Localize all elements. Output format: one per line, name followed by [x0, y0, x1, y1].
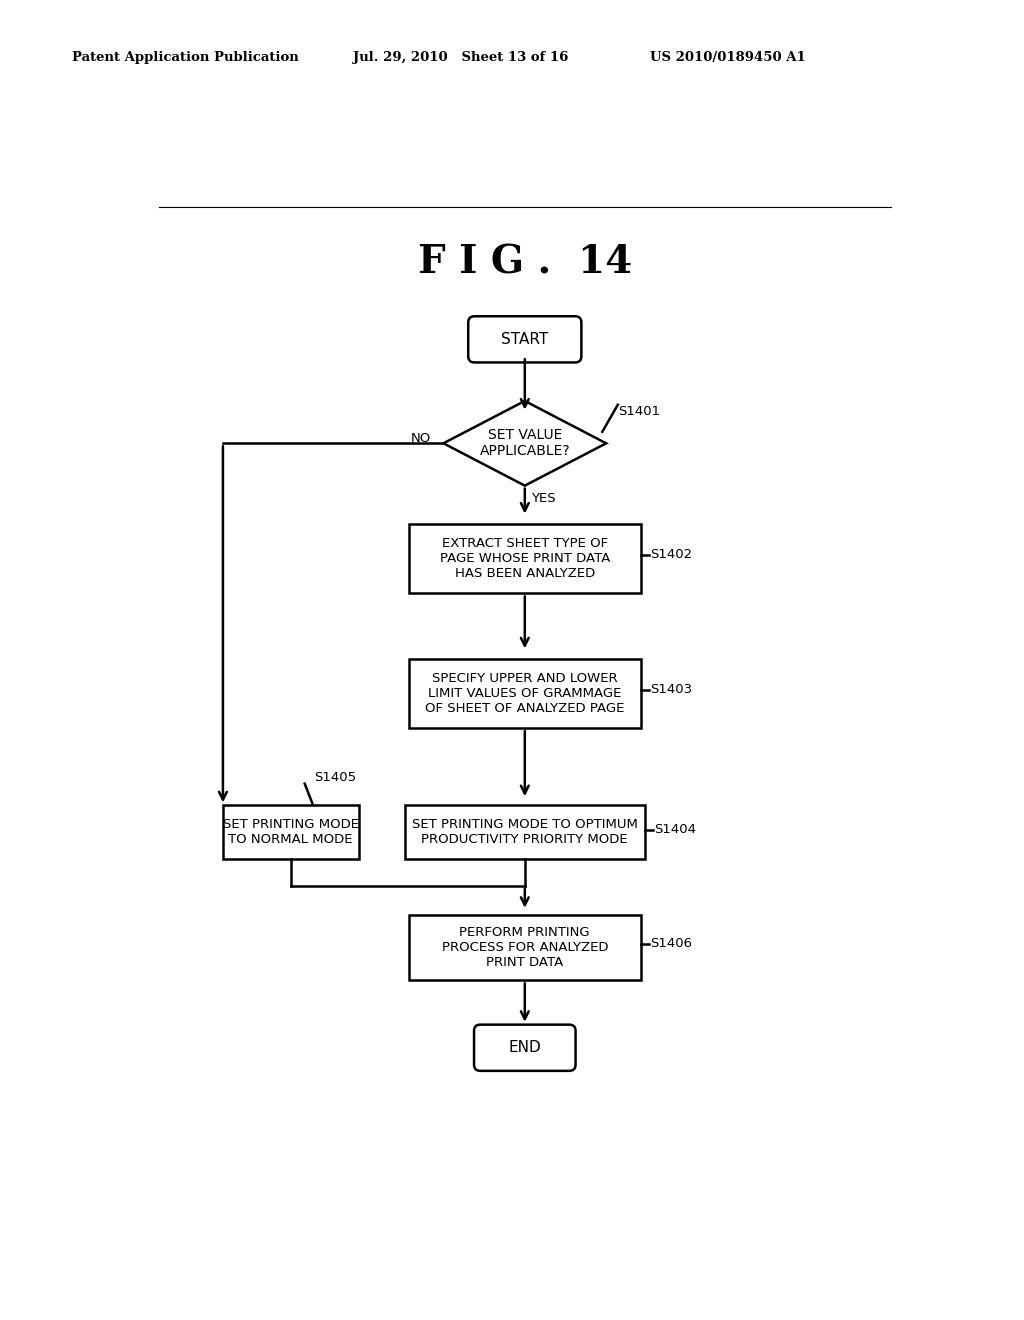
Text: NO: NO	[411, 432, 431, 445]
Text: SET PRINTING MODE TO OPTIMUM
PRODUCTIVITY PRIORITY MODE: SET PRINTING MODE TO OPTIMUM PRODUCTIVIT…	[412, 818, 638, 846]
Text: SPECIFY UPPER AND LOWER
LIMIT VALUES OF GRAMMAGE
OF SHEET OF ANALYZED PAGE: SPECIFY UPPER AND LOWER LIMIT VALUES OF …	[425, 672, 625, 715]
Text: S1404: S1404	[654, 824, 696, 837]
Text: SET VALUE
APPLICABLE?: SET VALUE APPLICABLE?	[479, 428, 570, 458]
Text: F I G .  14: F I G . 14	[418, 243, 632, 281]
Text: Jul. 29, 2010   Sheet 13 of 16: Jul. 29, 2010 Sheet 13 of 16	[353, 50, 568, 63]
Text: S1402: S1402	[650, 548, 692, 561]
Bar	[404, 805, 645, 859]
Text: S1405: S1405	[314, 771, 356, 784]
Text: SET PRINTING MODE
TO NORMAL MODE: SET PRINTING MODE TO NORMAL MODE	[223, 818, 358, 846]
FancyBboxPatch shape	[468, 317, 582, 363]
Text: US 2010/0189450 A1: US 2010/0189450 A1	[650, 50, 806, 63]
Bar	[409, 524, 641, 594]
Text: YES: YES	[531, 492, 556, 504]
Bar	[409, 915, 641, 981]
Text: Patent Application Publication: Patent Application Publication	[72, 50, 298, 63]
Bar	[409, 659, 641, 729]
Polygon shape	[443, 401, 606, 486]
Text: PERFORM PRINTING
PROCESS FOR ANALYZED
PRINT DATA: PERFORM PRINTING PROCESS FOR ANALYZED PR…	[441, 927, 608, 969]
Text: END: END	[509, 1040, 541, 1055]
Text: S1401: S1401	[617, 405, 659, 418]
Text: START: START	[501, 331, 549, 347]
Text: S1406: S1406	[650, 937, 692, 950]
Text: S1403: S1403	[650, 684, 692, 696]
Text: EXTRACT SHEET TYPE OF
PAGE WHOSE PRINT DATA
HAS BEEN ANALYZED: EXTRACT SHEET TYPE OF PAGE WHOSE PRINT D…	[439, 537, 610, 581]
FancyBboxPatch shape	[474, 1024, 575, 1071]
Bar	[223, 805, 358, 859]
